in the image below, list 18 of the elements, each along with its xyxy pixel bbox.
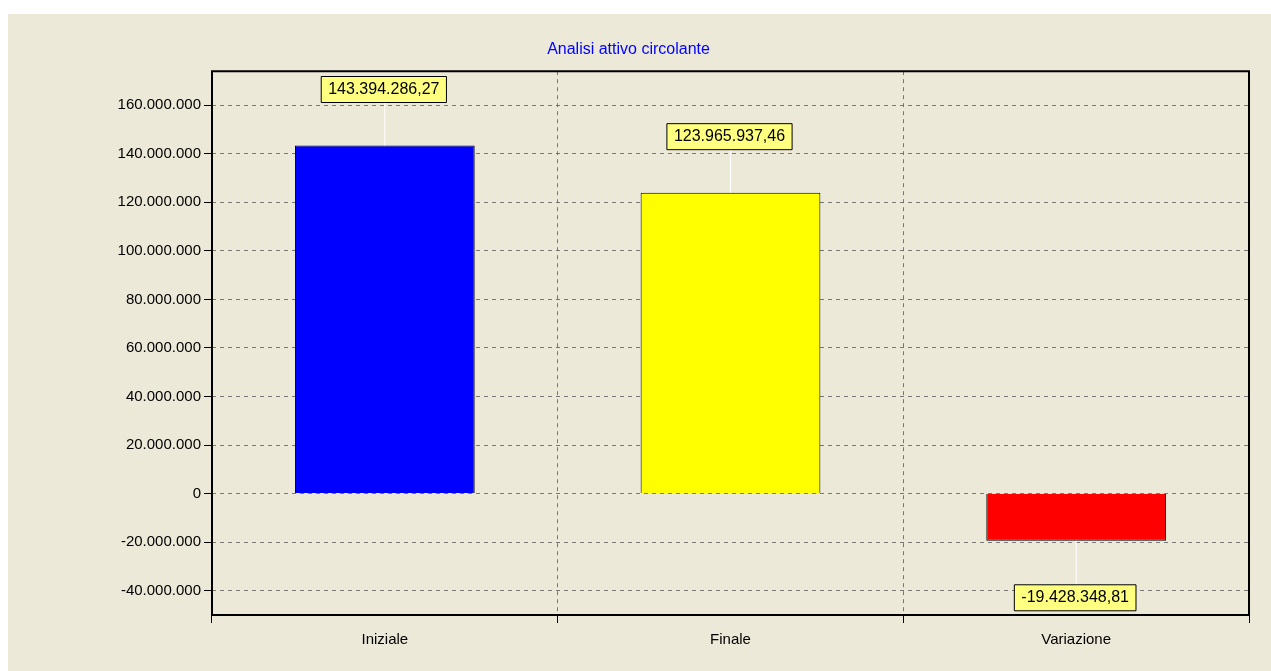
y-tick-label: 140.000.000 <box>117 143 201 161</box>
y-tick-label: 40.000.000 <box>125 386 201 404</box>
data-label: 123.965.937,46 <box>673 127 786 145</box>
y-tick-label: 100.000.000 <box>117 240 201 258</box>
chart-title: Analisi attivo circolante <box>547 40 710 58</box>
x-tick-label: Variazione <box>1041 630 1112 648</box>
data-label: 143.394.286,27 <box>328 79 440 97</box>
y-tick-label: 120.000.000 <box>117 192 201 210</box>
y-tick-label: 160.000.000 <box>117 95 201 113</box>
y-tick-label: 20.000.000 <box>125 435 201 453</box>
data-label: -19.428.348,81 <box>1021 588 1130 606</box>
y-tick-label: 60.000.000 <box>125 338 201 356</box>
y-tick-label: 0 <box>192 483 201 501</box>
y-tick-label: -40.000.000 <box>120 580 201 598</box>
y-tick-label: -20.000.000 <box>120 532 201 550</box>
y-tick-label: 80.000.000 <box>125 289 201 307</box>
x-tick-label: Finale <box>710 630 751 648</box>
x-tick-label: Iniziale <box>361 630 409 648</box>
